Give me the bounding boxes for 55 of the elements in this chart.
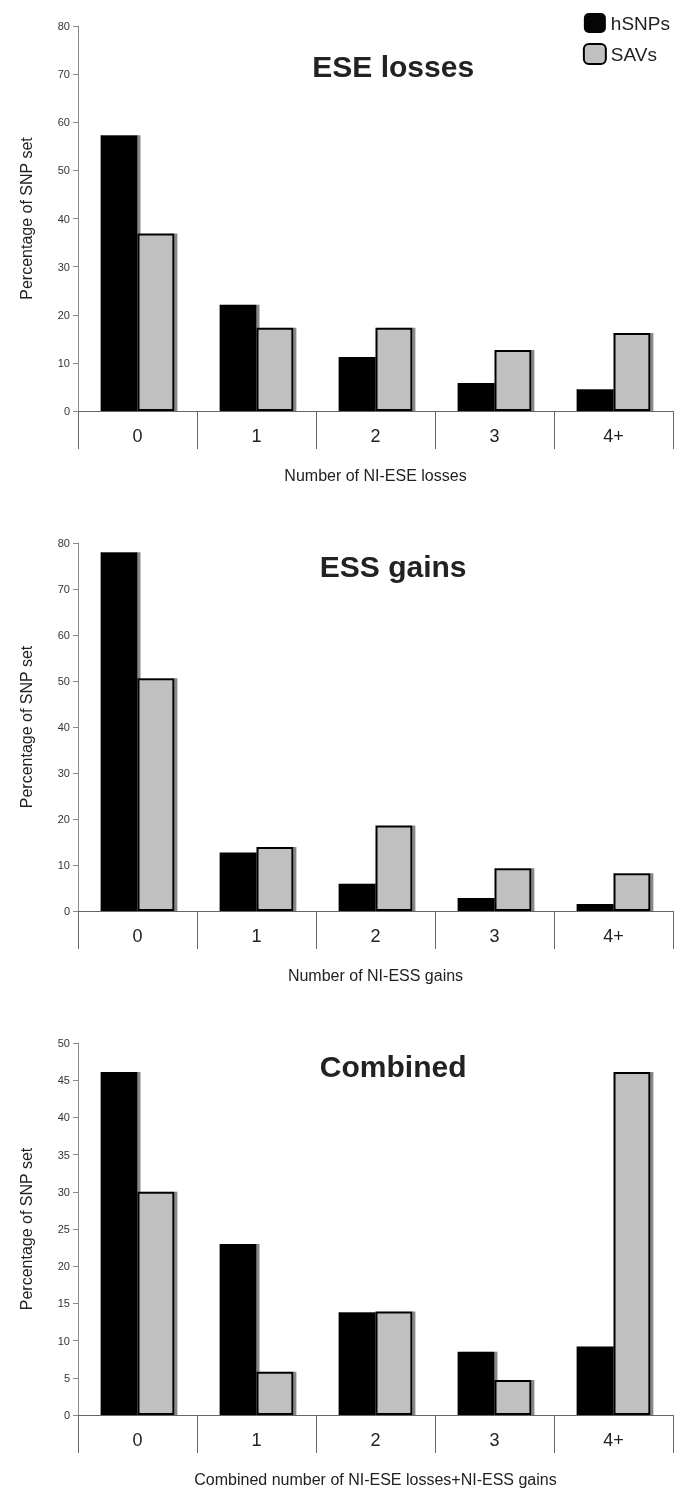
y-tick-label: 10 [57, 859, 70, 871]
y-tick-label: 80 [57, 20, 70, 32]
x-tick-label: 4+ [603, 926, 624, 946]
y-axis-title: Percentage of SNP set [17, 136, 35, 300]
x-tick-label: 2 [370, 426, 381, 446]
y-tick-label: 0 [63, 905, 70, 917]
chart-title: Combined [319, 1049, 467, 1083]
y-tick-label: 50 [57, 1037, 70, 1049]
y-tick-label: 50 [57, 164, 70, 177]
y-tick-label: 0 [63, 1409, 70, 1421]
x-tick-label: 2 [370, 926, 381, 946]
x-axis-title: Number of NI-ESS gains [287, 966, 464, 984]
y-tick-label: 20 [57, 813, 70, 825]
y-tick-label: 5 [63, 1371, 70, 1384]
x-tick-label: 0 [132, 926, 143, 946]
y-tick-label: 30 [57, 1185, 70, 1198]
y-tick-label: 30 [57, 260, 70, 273]
y-tick-label: 50 [57, 675, 70, 687]
y-tick-label: 40 [57, 212, 70, 225]
y-tick-label: 10 [57, 1334, 70, 1347]
legend-label: SAVs [610, 43, 657, 65]
x-tick-label: 3 [489, 426, 500, 446]
x-tick-label: 1 [251, 926, 262, 946]
y-tick-label: 15 [57, 1297, 70, 1310]
y-tick-label: 25 [57, 1223, 70, 1235]
y-tick-label: 70 [57, 583, 70, 595]
y-axis-title: Percentage of SNP set [17, 1147, 35, 1311]
y-tick-label: 35 [57, 1148, 70, 1161]
x-tick-label: 3 [489, 926, 500, 946]
y-axis-title: Percentage of SNP set [17, 645, 35, 809]
y-tick-label: 40 [57, 1111, 70, 1124]
x-tick-label: 0 [132, 1430, 143, 1450]
y-tick-label: 40 [57, 721, 70, 733]
x-axis-title: Number of NI-ESE losses [284, 466, 467, 484]
y-tick-label: 60 [57, 629, 70, 641]
y-tick-label: 80 [57, 537, 70, 549]
y-tick-label: 0 [63, 405, 70, 417]
x-tick-label: 3 [489, 1430, 500, 1450]
x-tick-label: 1 [251, 1430, 262, 1450]
x-axis-title: Combined number of NI-ESE losses+NI-ESS gains [194, 1470, 557, 1488]
chart-title: ESS gains [319, 549, 467, 583]
y-tick-label: 60 [57, 116, 70, 129]
x-tick-label: 4+ [603, 1430, 624, 1450]
y-tick-label: 10 [57, 356, 70, 369]
text: ESE losses [312, 49, 475, 83]
y-tick-label: 20 [57, 308, 70, 321]
y-tick-label: 30 [57, 767, 70, 779]
x-tick-label: 4+ [603, 426, 624, 446]
x-tick-label: 1 [251, 426, 262, 446]
y-tick-label: 20 [57, 1260, 70, 1273]
x-tick-label: 0 [132, 426, 143, 446]
legend-label: hSNPs [610, 12, 671, 34]
y-tick-label: 70 [57, 68, 70, 81]
x-tick-label: 2 [370, 1430, 381, 1450]
y-tick-label: 45 [57, 1074, 70, 1087]
